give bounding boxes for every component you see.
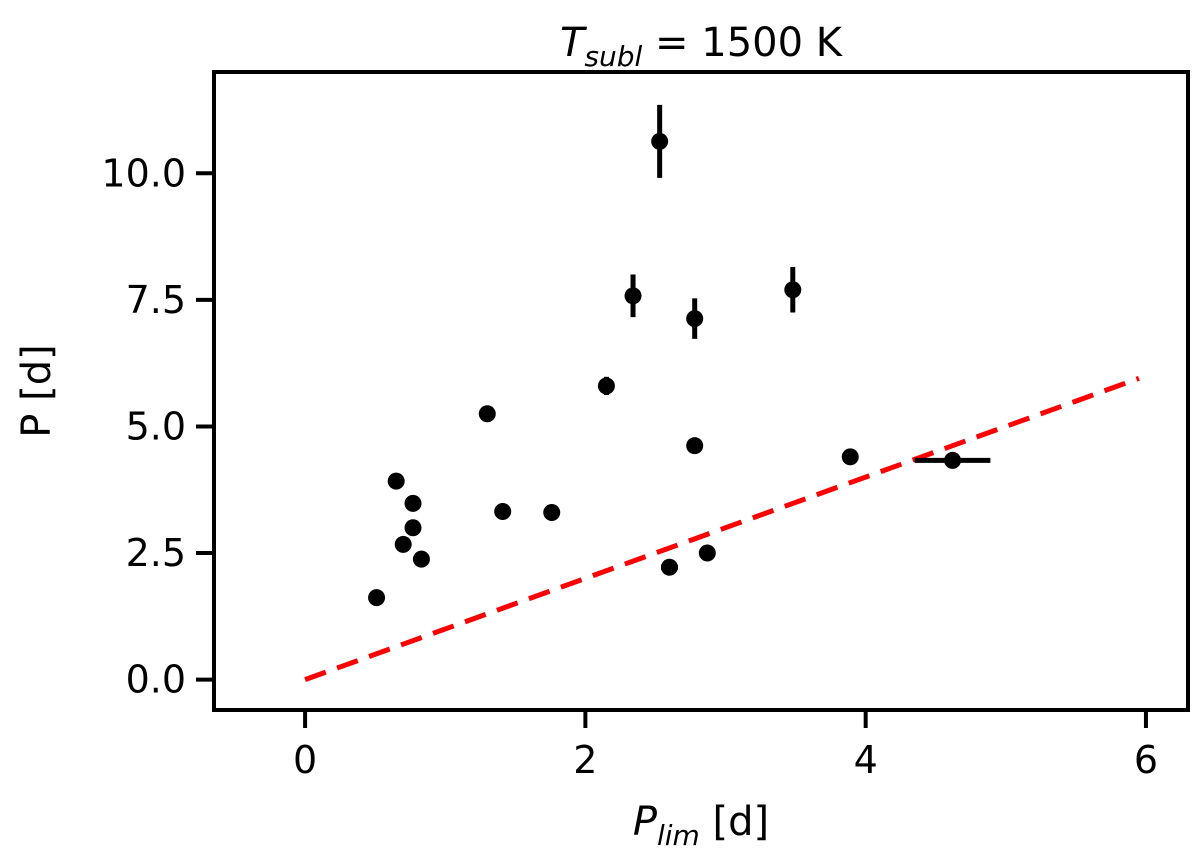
data-point — [543, 504, 561, 522]
data-point — [651, 132, 669, 150]
data-point — [698, 544, 716, 562]
y-tick-label: 7.5 — [126, 278, 186, 322]
data-point — [841, 448, 859, 466]
data-point — [597, 377, 615, 395]
y-tick-label: 5.0 — [126, 404, 186, 448]
data-point — [387, 472, 405, 490]
data-point — [660, 558, 678, 576]
data-point — [686, 437, 704, 455]
axis-ticks: 0 2 4 6 0.0 2.5 5.0 7.5 10.0 — [101, 151, 1158, 782]
data-point — [686, 310, 704, 328]
data-point — [404, 519, 422, 537]
data-point — [368, 589, 386, 607]
x-tick-label: 2 — [573, 738, 597, 782]
x-axis-label-sub: lim — [657, 819, 700, 852]
reference-line — [304, 375, 1140, 682]
y-tick-label: 0.0 — [126, 658, 186, 702]
data-point — [784, 281, 802, 299]
chart-title-main: T — [560, 20, 588, 66]
data-point — [624, 287, 642, 305]
data-point — [404, 494, 422, 512]
x-axis-label-main: P — [633, 799, 658, 845]
y-tick-label: 2.5 — [126, 531, 186, 575]
data-point — [394, 535, 412, 553]
x-axis-label-rest: [d] — [700, 799, 769, 845]
data-point — [478, 405, 496, 423]
y-axis-label: P [d] — [14, 344, 60, 437]
x-axis-label: Plim [d] — [633, 799, 769, 852]
y-tick-label: 10.0 — [101, 151, 186, 195]
chart-title-rest: = 1500 K — [642, 20, 843, 66]
chart-title: Tsubl = 1500 K — [560, 20, 844, 73]
data-point — [944, 451, 962, 469]
x-tick-label: 0 — [293, 738, 317, 782]
data-point — [494, 503, 512, 521]
plot-area — [304, 104, 1140, 682]
x-tick-label: 6 — [1134, 738, 1158, 782]
chart-title-sub: subl — [584, 40, 642, 73]
data-point — [412, 550, 430, 568]
x-tick-label: 4 — [854, 738, 878, 782]
plot-frame — [212, 70, 1190, 712]
